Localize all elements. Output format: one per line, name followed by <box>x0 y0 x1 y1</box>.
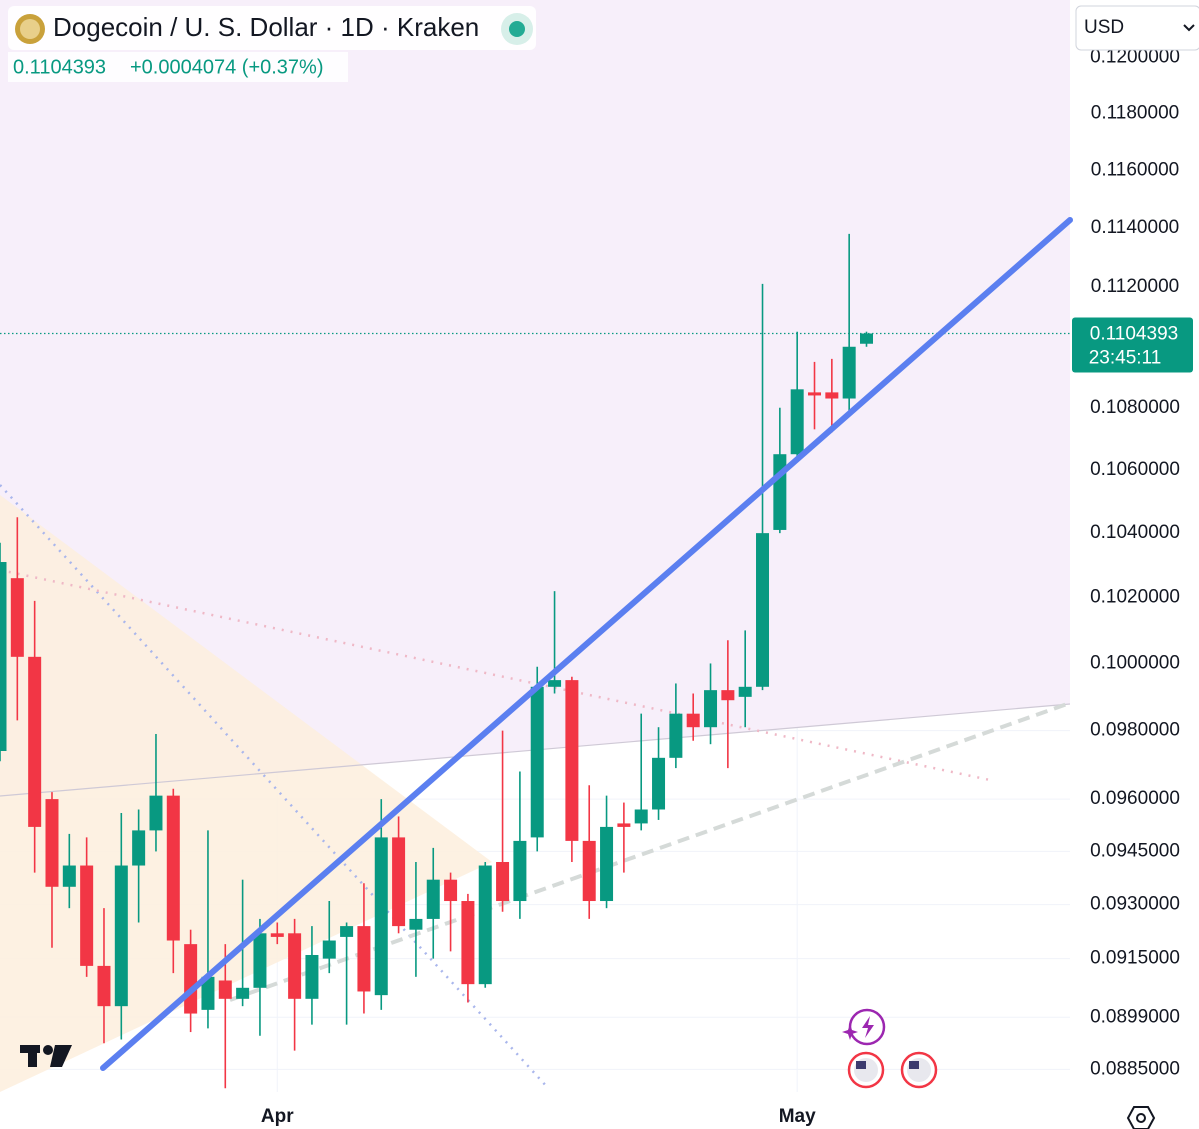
candle-body <box>842 346 856 399</box>
candle-body <box>97 965 111 1007</box>
currency-select[interactable] <box>1075 5 1199 51</box>
candle-body <box>756 533 770 687</box>
drawings <box>0 0 1070 1092</box>
price-tag-countdown: 23:45:11 <box>1089 348 1162 369</box>
candle-body <box>392 837 406 927</box>
candle-body <box>721 690 735 701</box>
candle-body <box>825 392 839 399</box>
y-tick-label: 0.1080000 <box>1090 397 1180 418</box>
candle-body <box>634 809 648 824</box>
coin-icon <box>20 19 40 39</box>
candle-body <box>201 976 215 1010</box>
y-tick-label: 0.1000000 <box>1090 652 1180 673</box>
candle-body <box>686 713 700 728</box>
status-dot <box>509 21 525 37</box>
candle-body <box>409 918 423 930</box>
y-tick-label: 0.0915000 <box>1090 948 1180 969</box>
candle-body <box>218 980 232 999</box>
candle-body <box>80 865 94 966</box>
x-tick-label: May <box>779 1106 816 1127</box>
currency-label[interactable]: USD <box>1084 17 1124 38</box>
candle-body <box>374 837 388 996</box>
header-bg <box>8 6 536 50</box>
y-tick-label: 0.0899000 <box>1090 1006 1180 1027</box>
x-tick-label: Apr <box>261 1106 294 1127</box>
price-change: +0.0004074 (+0.37%) <box>130 56 324 78</box>
trendline <box>100 217 1073 1071</box>
price-tag-value: 0.1104393 <box>1090 324 1178 345</box>
candle-body <box>773 454 787 530</box>
candle-body <box>426 879 440 919</box>
dropdown-arrow <box>1183 24 1195 32</box>
candle-body <box>513 840 527 902</box>
y-tick-label: 0.0980000 <box>1090 720 1180 741</box>
candle-body <box>288 933 302 999</box>
candle-body <box>0 562 7 751</box>
chart-title: Dogecoin / U. S. Dollar · 1D · Kraken <box>53 12 479 42</box>
candle-body <box>166 795 180 941</box>
candle-body <box>652 757 666 810</box>
y-tick-label: 0.1060000 <box>1090 459 1180 480</box>
candle-body <box>184 944 198 1014</box>
candle-body <box>790 389 804 455</box>
candle-body <box>530 686 544 838</box>
candle-body <box>236 987 250 999</box>
logo <box>20 1045 72 1067</box>
candle-body <box>270 933 284 937</box>
candle-body <box>600 826 614 902</box>
candle-body <box>496 861 510 902</box>
y-tick-label: 0.1020000 <box>1090 587 1180 608</box>
y-tick-label: 0.0960000 <box>1090 788 1180 809</box>
settings-button[interactable] <box>1126 1106 1156 1129</box>
last-price: 0.1104393 <box>13 56 106 78</box>
y-tick-label: 0.1200000 <box>1090 47 1180 68</box>
axes: 0.0885000 0.0899000 0.0915000 0.0930000 0.09… <box>261 47 1193 1127</box>
candle-body <box>738 686 752 697</box>
candle-body <box>808 392 822 396</box>
y-tick-label: 0.1140000 <box>1091 217 1179 238</box>
candle-body <box>253 933 267 988</box>
candle-body <box>357 926 371 992</box>
y-tick-label: 0.1180000 <box>1091 103 1179 124</box>
y-tick-label: 0.0945000 <box>1090 840 1180 861</box>
candle-body <box>582 840 596 902</box>
candle-body <box>62 865 76 887</box>
y-tick-label: 0.0930000 <box>1090 894 1180 915</box>
candles <box>0 233 1070 1089</box>
candle-body <box>340 926 354 937</box>
y-tick-label: 0.1120000 <box>1091 276 1179 297</box>
y-tick-label: 0.1040000 <box>1090 522 1180 543</box>
event-icons[interactable] <box>842 1008 938 1089</box>
range-shade <box>0 0 1070 796</box>
candle-body <box>461 901 475 985</box>
candle-body <box>669 713 683 758</box>
candle-body <box>322 940 336 959</box>
dashed-trendline <box>229 701 1070 1002</box>
candle-body <box>149 795 163 831</box>
candle-body <box>548 680 562 687</box>
candle-body <box>860 333 873 344</box>
y-tick-label: 0.1160000 <box>1091 159 1179 180</box>
candle-body <box>565 680 579 841</box>
candle-body <box>132 830 146 866</box>
candle-body <box>28 656 42 827</box>
price-tag <box>1072 317 1193 373</box>
candle-body <box>617 823 631 827</box>
candle-body <box>10 578 24 657</box>
candle-body <box>305 954 319 999</box>
candle-body <box>704 690 718 728</box>
y-tick-label: 0.0885000 <box>1090 1058 1180 1079</box>
candle-body <box>478 865 492 985</box>
candle-body <box>45 799 59 887</box>
candle-body <box>444 879 458 902</box>
price-bg <box>8 52 348 82</box>
candle-body <box>114 865 128 1007</box>
